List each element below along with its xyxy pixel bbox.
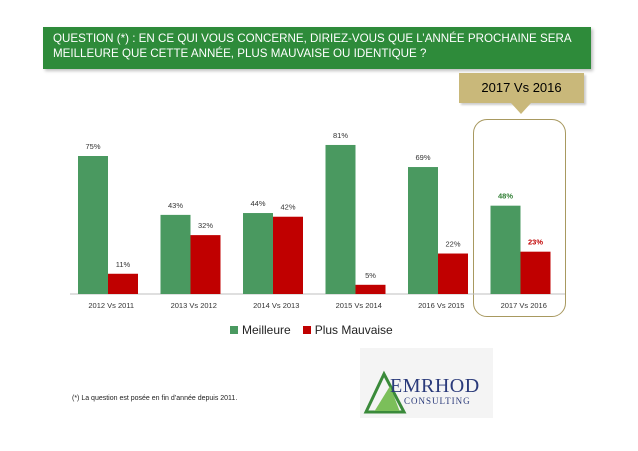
footnote: (*) La question est posée en fin d’année…: [72, 395, 238, 402]
legend-label-plus-mauvaise: Plus Mauvaise: [314, 323, 393, 337]
x-tick-label: 2013 Vs 2012: [171, 301, 217, 310]
highlight-frame: [473, 119, 566, 317]
data-label: 23%: [528, 238, 543, 247]
bar-plus-mauvaise: [190, 235, 221, 294]
question-line-1: QUESTION (*) : EN CE QUI VOUS CONCERNE, …: [53, 32, 572, 45]
emrhod-logo: EMRHOD CONSULTING: [360, 348, 493, 418]
data-label: 43%: [168, 201, 183, 210]
logo-subtitle: CONSULTING: [404, 396, 471, 406]
question-banner: QUESTION (*) : EN CE QUI VOUS CONCERNE, …: [43, 27, 591, 69]
bar-meilleure: [325, 144, 356, 294]
question-line-2: MEILLEURE QUE CETTE ANNÉE, PLUS MAUVAISE…: [53, 47, 427, 60]
data-label: 42%: [280, 203, 295, 212]
legend-item-meilleure: Meilleure: [230, 323, 291, 337]
x-tick-label: 2017 Vs 2016: [501, 301, 547, 310]
bar-plus-mauvaise: [273, 216, 303, 294]
data-label: 48%: [498, 192, 513, 201]
bar-meilleure: [490, 205, 521, 294]
bar-plus-mauvaise: [520, 251, 551, 294]
bar-plus-mauvaise: [438, 253, 468, 294]
legend-item-plus-mauvaise: Plus Mauvaise: [302, 323, 393, 337]
logo-mountain-icon: [363, 370, 407, 414]
logo-name: EMRHOD: [390, 375, 480, 397]
bar-plus-mauvaise: [108, 273, 138, 294]
bar-plus-mauvaise: [355, 284, 386, 294]
x-tick-label: 2014 Vs 2013: [253, 301, 299, 310]
badge-arrow-icon: [511, 103, 531, 114]
comparison-badge: 2017 Vs 2016: [459, 73, 584, 103]
data-label: 32%: [198, 221, 213, 230]
bar-meilleure: [78, 156, 108, 294]
data-label: 81%: [333, 131, 348, 140]
legend-swatch-meilleure: [230, 326, 238, 334]
x-tick-label: 2015 Vs 2014: [336, 301, 382, 310]
chart-legend: Meilleure Plus Mauvaise: [230, 323, 405, 337]
bar-meilleure: [160, 214, 191, 294]
data-label: 22%: [445, 240, 460, 249]
x-tick-label: 2016 Vs 2015: [418, 301, 464, 310]
data-label: 5%: [365, 271, 376, 280]
x-tick-label: 2012 Vs 2011: [88, 301, 134, 310]
data-label: 69%: [415, 153, 430, 162]
legend-swatch-plus-mauvaise: [302, 326, 311, 334]
bar-meilleure: [408, 167, 438, 294]
data-label: 75%: [85, 142, 100, 151]
bar-meilleure: [243, 213, 273, 294]
data-label: 11%: [116, 260, 131, 269]
data-label: 44%: [250, 199, 265, 208]
legend-label-meilleure: Meilleure: [242, 323, 291, 337]
